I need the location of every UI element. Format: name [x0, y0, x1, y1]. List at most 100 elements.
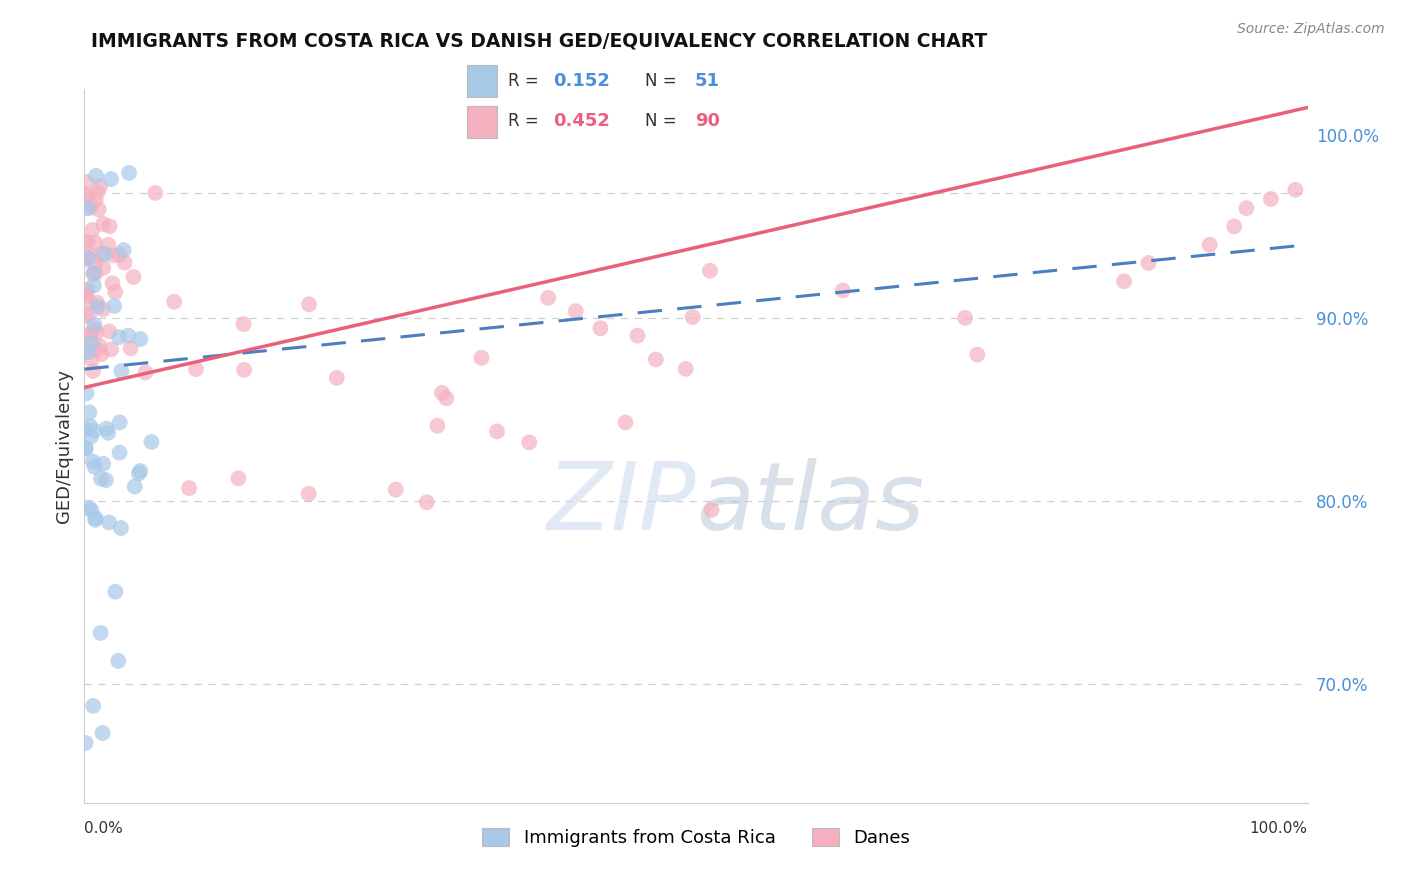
Point [77, 201, 100, 215]
Point [75, 386, 97, 401]
Point [117, 328, 139, 343]
Point [90, 246, 112, 260]
Point [90, 472, 112, 486]
Point [84, 235, 107, 250]
Point [104, 285, 127, 299]
Point [103, 299, 125, 313]
Point [1236, 201, 1258, 215]
Point [233, 363, 256, 377]
Point [82, 698, 104, 713]
Point [114, 255, 136, 269]
Point [76, 251, 98, 265]
Text: 0.452: 0.452 [553, 112, 610, 130]
Text: IMMIGRANTS FROM COSTA RICA VS DANISH GED/EQUIVALENCY CORRELATION CHART: IMMIGRANTS FROM COSTA RICA VS DANISH GED… [91, 31, 987, 50]
Point [91, 457, 114, 471]
Point [75, 341, 97, 355]
Point [84, 267, 107, 281]
Point [94, 473, 117, 487]
Point [98, 219, 121, 234]
Point [79, 296, 101, 310]
Point [1137, 256, 1160, 270]
Point [75, 252, 97, 267]
Text: 0.152: 0.152 [553, 71, 610, 90]
Point [426, 418, 449, 433]
Bar [467, 65, 496, 97]
Text: 0.0%: 0.0% [84, 822, 124, 836]
Text: N =: N = [645, 71, 676, 90]
Point [80, 336, 103, 351]
Point [122, 269, 145, 284]
Text: atlas: atlas [696, 458, 924, 549]
Point [108, 416, 131, 430]
Point [100, 172, 122, 186]
Point [80, 503, 103, 517]
Bar [467, 106, 496, 138]
Point [485, 425, 508, 439]
Text: 51: 51 [695, 71, 720, 90]
Point [124, 479, 146, 493]
Point [108, 445, 131, 459]
Point [682, 310, 704, 324]
Point [97, 425, 120, 440]
Point [953, 310, 976, 325]
Point [75, 309, 97, 323]
Point [86, 342, 108, 356]
Point [107, 654, 129, 668]
Point [76, 189, 98, 203]
Point [84, 256, 107, 270]
Point [108, 330, 131, 344]
Point [91, 260, 114, 275]
Text: 90: 90 [695, 112, 720, 130]
Point [87, 300, 110, 314]
Point [77, 235, 100, 250]
Point [82, 223, 104, 237]
Point [326, 371, 349, 385]
Point [84, 513, 107, 527]
Point [614, 416, 637, 430]
Point [141, 434, 163, 449]
Point [79, 419, 101, 434]
Point [134, 366, 156, 380]
Point [75, 289, 97, 303]
Point [1260, 192, 1282, 206]
Point [101, 277, 124, 291]
Point [79, 405, 101, 419]
Point [83, 424, 105, 438]
Point [91, 302, 114, 317]
Point [79, 201, 101, 215]
Point [143, 186, 166, 200]
Point [75, 186, 97, 201]
Point [644, 352, 666, 367]
Point [184, 362, 207, 376]
Point [79, 196, 101, 211]
Point [80, 327, 103, 342]
Point [179, 481, 201, 495]
Point [129, 464, 152, 478]
Point [93, 247, 115, 261]
Point [84, 193, 107, 207]
Text: R =: R = [508, 112, 538, 130]
Point [82, 454, 104, 468]
Point [96, 422, 118, 436]
Point [87, 202, 110, 217]
Point [76, 282, 98, 296]
Point [128, 467, 150, 481]
Point [700, 503, 723, 517]
Point [297, 487, 319, 501]
Point [75, 442, 97, 456]
Point [82, 364, 104, 378]
Y-axis label: GED/Equivalency: GED/Equivalency [55, 369, 73, 523]
Point [91, 217, 114, 231]
Point [118, 166, 141, 180]
Point [75, 235, 97, 249]
Text: R =: R = [508, 71, 538, 90]
Point [626, 328, 648, 343]
Point [104, 584, 127, 599]
Point [75, 175, 97, 189]
Point [416, 495, 439, 509]
Legend: Immigrants from Costa Rica, Danes: Immigrants from Costa Rica, Danes [475, 821, 917, 855]
Point [82, 249, 104, 263]
Point [84, 511, 107, 525]
Point [1284, 183, 1306, 197]
Point [589, 321, 612, 335]
